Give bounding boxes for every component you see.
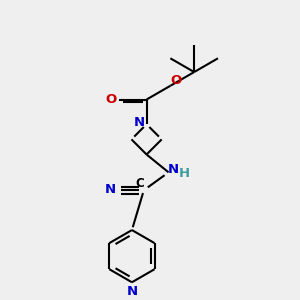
Text: N: N bbox=[134, 116, 145, 129]
Text: N: N bbox=[105, 183, 116, 196]
Text: O: O bbox=[106, 93, 117, 106]
Text: O: O bbox=[171, 74, 182, 87]
Text: N: N bbox=[126, 285, 137, 298]
Text: H: H bbox=[179, 167, 190, 180]
Text: C: C bbox=[136, 177, 144, 190]
Text: N: N bbox=[168, 163, 179, 176]
